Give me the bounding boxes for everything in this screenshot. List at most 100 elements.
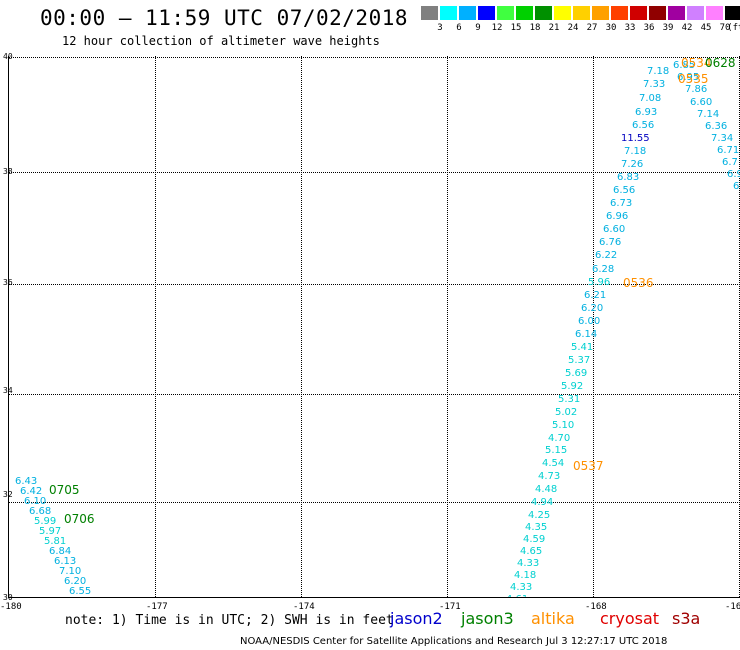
grid-line-horizontal (9, 57, 740, 58)
scale-label: 9 (475, 23, 481, 33)
satellite-legend-item: cryosat (600, 609, 660, 628)
scale-swatch (535, 6, 552, 20)
scale-label: 18 (529, 23, 541, 33)
grid-line-vertical (301, 56, 302, 597)
wave-height-reading: 6.95 (677, 72, 700, 83)
wave-height-reading: 5.10 (552, 420, 575, 431)
scale-swatch (592, 6, 609, 20)
footer-note: note: 1) Time is in UTC; 2) SWH is in fe… (65, 613, 394, 628)
wave-height-reading: 6.93 (635, 107, 658, 118)
wave-height-reading: 6.73 (610, 198, 633, 209)
wave-height-reading: 5.96 (588, 277, 611, 288)
wave-height-reading: 6.9 (727, 169, 740, 180)
wave-height-reading: 6.76 (599, 237, 622, 248)
scale-unit: (ft) (727, 23, 740, 33)
wave-height-reading: 5.99 (34, 516, 57, 527)
satellite-legend-item: jason2 (390, 609, 443, 628)
scale-swatch (725, 6, 740, 20)
pass-time-label: 0535 (678, 72, 709, 86)
wave-height-reading: 4.35 (525, 522, 548, 533)
scale-label: 6 (456, 23, 462, 33)
map-subtitle: 12 hour collection of altimeter wave hei… (62, 34, 380, 48)
scale-label: 33 (624, 23, 636, 33)
wave-height-reading: 5.31 (558, 394, 581, 405)
wave-height-reading: 6.60 (603, 224, 626, 235)
wave-height-reading: 5.02 (555, 407, 578, 418)
wave-height-reading: 6.56 (632, 120, 655, 131)
wave-height-reading: 5.37 (568, 355, 591, 366)
grid-line-horizontal (9, 502, 740, 503)
wave-height-reading: 7.08 (639, 93, 662, 104)
wave-height-map: 6.43 6.42 6.10 6.68 5.99 5.97 5.81 6.84 6.13 7.10… (8, 56, 740, 598)
wave-height-reading: 7.34 (711, 133, 734, 144)
wave-height-reading: 5.41 (571, 342, 594, 353)
wave-height-reading: 6.00 (578, 316, 601, 327)
scale-swatch (649, 6, 666, 20)
longitude-tick-label: -174 (293, 602, 315, 612)
pass-time-label: 0534 (681, 56, 712, 70)
wave-height-reading: 6.85 (673, 60, 696, 71)
scale-label: 15 (510, 23, 522, 33)
wave-height-reading: 7.18 (647, 66, 670, 77)
pass-time-label: 0536 (623, 276, 654, 290)
wave-height-reading: 6.28 (592, 264, 615, 275)
wave-height-reading: 4.94 (531, 497, 554, 508)
wave-height-reading: 5.81 (44, 536, 67, 547)
scale-label: 45 (700, 23, 712, 33)
wave-height-reading: 6.42 (20, 486, 43, 497)
wave-height-reading: 5.69 (565, 368, 588, 379)
wave-height-reading: 4.33 (517, 558, 540, 569)
wave-height-reading: 4.33 (510, 582, 533, 593)
scale-swatch (611, 6, 628, 20)
scale-label: 70 (719, 23, 731, 33)
wave-height-reading: 7.14 (697, 109, 720, 120)
longitude-tick-label: -171 (439, 602, 461, 612)
wave-height-reading: 6.14 (575, 329, 598, 340)
scale-swatch (421, 6, 438, 20)
credit-line: NOAA/NESDIS Center for Satellite Applica… (240, 636, 668, 647)
latitude-tick-label: 32 (3, 490, 13, 499)
wave-height-reading: 6.5 (733, 181, 740, 192)
wave-height-reading: 6.36 (705, 121, 728, 132)
wave-height-reading: 6.22 (595, 250, 618, 261)
scale-label: 27 (586, 23, 598, 33)
latitude-tick-label: 30 (3, 593, 13, 602)
wave-height-reading: 4.48 (535, 484, 558, 495)
wave-height-reading: 11.55 (621, 133, 650, 144)
scale-swatch (687, 6, 704, 20)
wave-height-reading: 4.70 (548, 433, 571, 444)
scale-label: 42 (681, 23, 693, 33)
wave-height-reading: 6.55 (69, 586, 92, 597)
latitude-tick-label: 40 (3, 52, 13, 61)
scale-swatch (668, 6, 685, 20)
wave-height-reading: 5.15 (545, 445, 568, 456)
scale-swatch (478, 6, 495, 20)
longitude-tick-label: -16 (725, 602, 740, 612)
wave-height-reading: 6.20 (64, 576, 87, 587)
satellite-legend-item: jason3 (461, 609, 514, 628)
wave-height-reading: 7.86 (685, 84, 708, 95)
wave-height-reading: 6.13 (54, 556, 77, 567)
pass-time-label: 0706 (64, 512, 95, 526)
wave-height-reading: 4.73 (538, 471, 561, 482)
scale-swatch (573, 6, 590, 20)
wave-height-reading: 6.96 (606, 211, 629, 222)
longitude-tick-label: -177 (146, 602, 168, 612)
scale-label: 12 (491, 23, 503, 33)
wave-height-reading: 6.60 (690, 97, 713, 108)
scale-swatch (516, 6, 533, 20)
pass-time-label: 0537 (573, 459, 604, 473)
satellite-legend-item: s3a (672, 609, 701, 628)
grid-line-horizontal (9, 284, 740, 285)
grid-line-vertical (593, 56, 594, 597)
wave-height-reading: 7.10 (59, 566, 82, 577)
longitude-tick-label: -180 (0, 602, 22, 612)
wave-height-reading: 7.18 (624, 146, 647, 157)
wave-height-reading: 6.43 (15, 476, 38, 487)
wave-height-reading: 6.21 (584, 290, 607, 301)
scale-label: 30 (605, 23, 617, 33)
wave-height-reading: 6.7 (722, 157, 738, 168)
pass-time-label: 0705 (49, 483, 80, 497)
scale-swatch (706, 6, 723, 20)
scale-swatch (459, 6, 476, 20)
